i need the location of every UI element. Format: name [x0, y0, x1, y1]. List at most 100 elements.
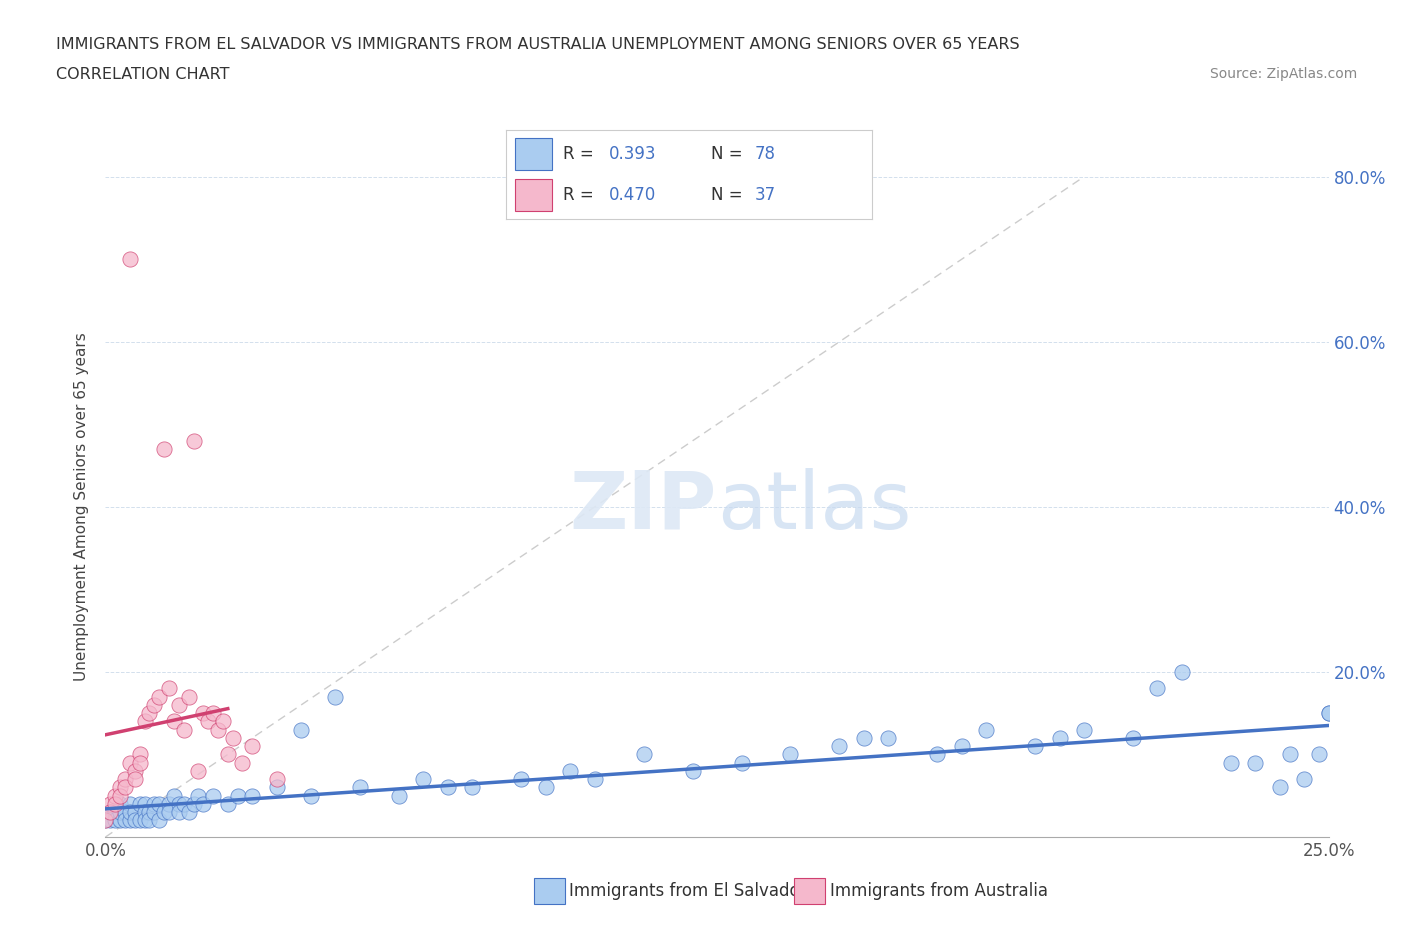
Point: [779, 747, 801, 762]
Point: [98, 804, 121, 819]
FancyBboxPatch shape: [515, 179, 551, 210]
Text: N =: N =: [711, 186, 748, 204]
Point: [1171, 664, 1194, 679]
Point: [128, 796, 150, 811]
Text: N =: N =: [711, 145, 748, 163]
Point: [167, 804, 190, 819]
Point: [1073, 723, 1095, 737]
Text: R =: R =: [562, 145, 599, 163]
Text: 37: 37: [755, 186, 776, 204]
Point: [148, 813, 170, 828]
Point: [1146, 681, 1168, 696]
Point: [197, 714, 219, 729]
Point: [560, 764, 582, 778]
Point: [349, 780, 371, 795]
Point: [193, 706, 215, 721]
Point: [290, 723, 312, 737]
Point: [510, 772, 533, 787]
Point: [388, 789, 411, 804]
Point: [202, 789, 225, 804]
Point: [138, 813, 160, 828]
Point: [124, 813, 146, 828]
Point: [231, 755, 253, 770]
Point: [1268, 780, 1291, 795]
Point: [187, 764, 209, 778]
Point: [1122, 731, 1144, 746]
Point: [118, 804, 141, 819]
Point: [128, 813, 150, 828]
Point: [974, 723, 997, 737]
Point: [157, 796, 180, 811]
Point: [193, 796, 215, 811]
Point: [163, 789, 186, 804]
Point: [143, 804, 166, 819]
Text: 0.470: 0.470: [609, 186, 655, 204]
Point: [852, 731, 875, 746]
Point: [412, 772, 434, 787]
Point: [157, 804, 180, 819]
Point: [118, 252, 141, 267]
Point: [266, 772, 288, 787]
Point: [633, 747, 655, 762]
Point: [1308, 747, 1330, 762]
Point: [118, 796, 141, 811]
Point: [828, 738, 851, 753]
Point: [221, 731, 243, 746]
Point: [461, 780, 484, 795]
Point: [124, 804, 146, 819]
Point: [1317, 706, 1340, 721]
Y-axis label: Unemployment Among Seniors over 65 years: Unemployment Among Seniors over 65 years: [75, 333, 90, 681]
Point: [134, 813, 156, 828]
Point: [143, 796, 166, 811]
Point: [114, 813, 136, 828]
Point: [299, 789, 322, 804]
Point: [583, 772, 606, 787]
Point: [138, 804, 160, 819]
FancyBboxPatch shape: [515, 139, 551, 170]
Point: [104, 796, 127, 811]
Point: [163, 714, 186, 729]
Point: [134, 804, 156, 819]
Point: [240, 738, 263, 753]
Point: [187, 789, 209, 804]
Text: Immigrants from Australia: Immigrants from Australia: [830, 882, 1047, 900]
Point: [108, 796, 131, 811]
Point: [128, 755, 150, 770]
Point: [217, 747, 239, 762]
Point: [108, 789, 131, 804]
Point: [167, 796, 190, 811]
Point: [240, 789, 263, 804]
Point: [143, 698, 166, 712]
Point: [148, 796, 170, 811]
Point: [128, 747, 150, 762]
Point: [104, 789, 127, 804]
Point: [1219, 755, 1241, 770]
Point: [167, 698, 190, 712]
Point: [877, 731, 900, 746]
Text: 78: 78: [755, 145, 776, 163]
Point: [217, 796, 239, 811]
Point: [1294, 772, 1316, 787]
Point: [173, 796, 195, 811]
Point: [534, 780, 557, 795]
Point: [927, 747, 949, 762]
Point: [134, 714, 156, 729]
Point: [108, 780, 131, 795]
Point: [207, 723, 229, 737]
Point: [114, 804, 136, 819]
Point: [124, 764, 146, 778]
Point: [183, 433, 205, 448]
Point: [1024, 738, 1046, 753]
Point: [157, 681, 180, 696]
Point: [212, 714, 235, 729]
Point: [202, 706, 225, 721]
Point: [134, 796, 156, 811]
Text: atlas: atlas: [717, 468, 911, 546]
Point: [94, 813, 117, 828]
Point: [266, 780, 288, 795]
Point: [682, 764, 704, 778]
Point: [148, 689, 170, 704]
Point: [226, 789, 249, 804]
Point: [98, 796, 121, 811]
Point: [108, 813, 131, 828]
